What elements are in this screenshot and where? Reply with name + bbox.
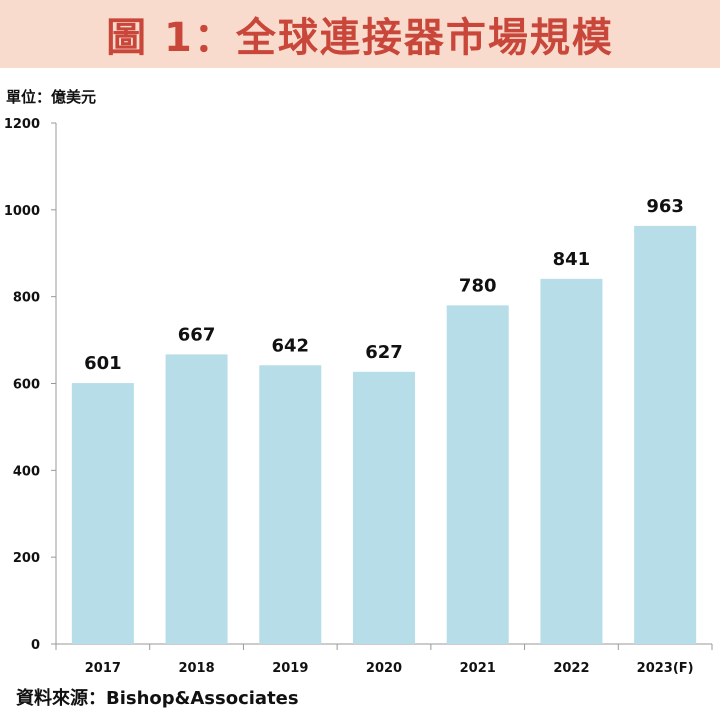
bar xyxy=(165,354,228,644)
bar xyxy=(71,383,134,644)
bar xyxy=(353,371,415,644)
chart-title: 圖 1：全球連接器市場規模 xyxy=(106,15,614,61)
source-label: 資料來源：Bishop&Associates xyxy=(16,688,299,709)
title-banner: 圖 1：全球連接器市場規模 xyxy=(0,0,720,68)
x-tick-label: 2021 xyxy=(460,661,496,676)
data-label: 841 xyxy=(553,249,591,270)
x-tick-label: 2017 xyxy=(85,661,121,676)
bar xyxy=(634,225,697,644)
y-tick-label: 1200 xyxy=(4,117,40,132)
bar xyxy=(259,365,322,644)
data-label: 667 xyxy=(178,324,216,345)
unit-label: 單位：億美元 xyxy=(6,88,97,106)
data-label: 642 xyxy=(271,335,309,356)
data-label: 627 xyxy=(365,342,403,363)
x-tick-label: 2019 xyxy=(272,661,308,676)
x-tick-label: 2022 xyxy=(553,661,589,676)
y-tick-label: 400 xyxy=(13,464,40,479)
data-label: 780 xyxy=(459,275,497,296)
y-tick-label: 200 xyxy=(13,551,40,566)
data-label: 963 xyxy=(646,196,684,217)
x-tick-label: 2018 xyxy=(178,661,214,676)
x-tick-label: 2023(F) xyxy=(637,661,694,676)
data-label: 601 xyxy=(84,353,122,374)
y-tick-label: 600 xyxy=(13,378,40,393)
bar xyxy=(540,278,603,644)
y-tick-label: 800 xyxy=(13,291,40,306)
y-tick-label: 0 xyxy=(31,638,40,653)
bar xyxy=(446,305,509,644)
y-tick-label: 1000 xyxy=(4,204,40,219)
x-tick-label: 2020 xyxy=(366,661,402,676)
